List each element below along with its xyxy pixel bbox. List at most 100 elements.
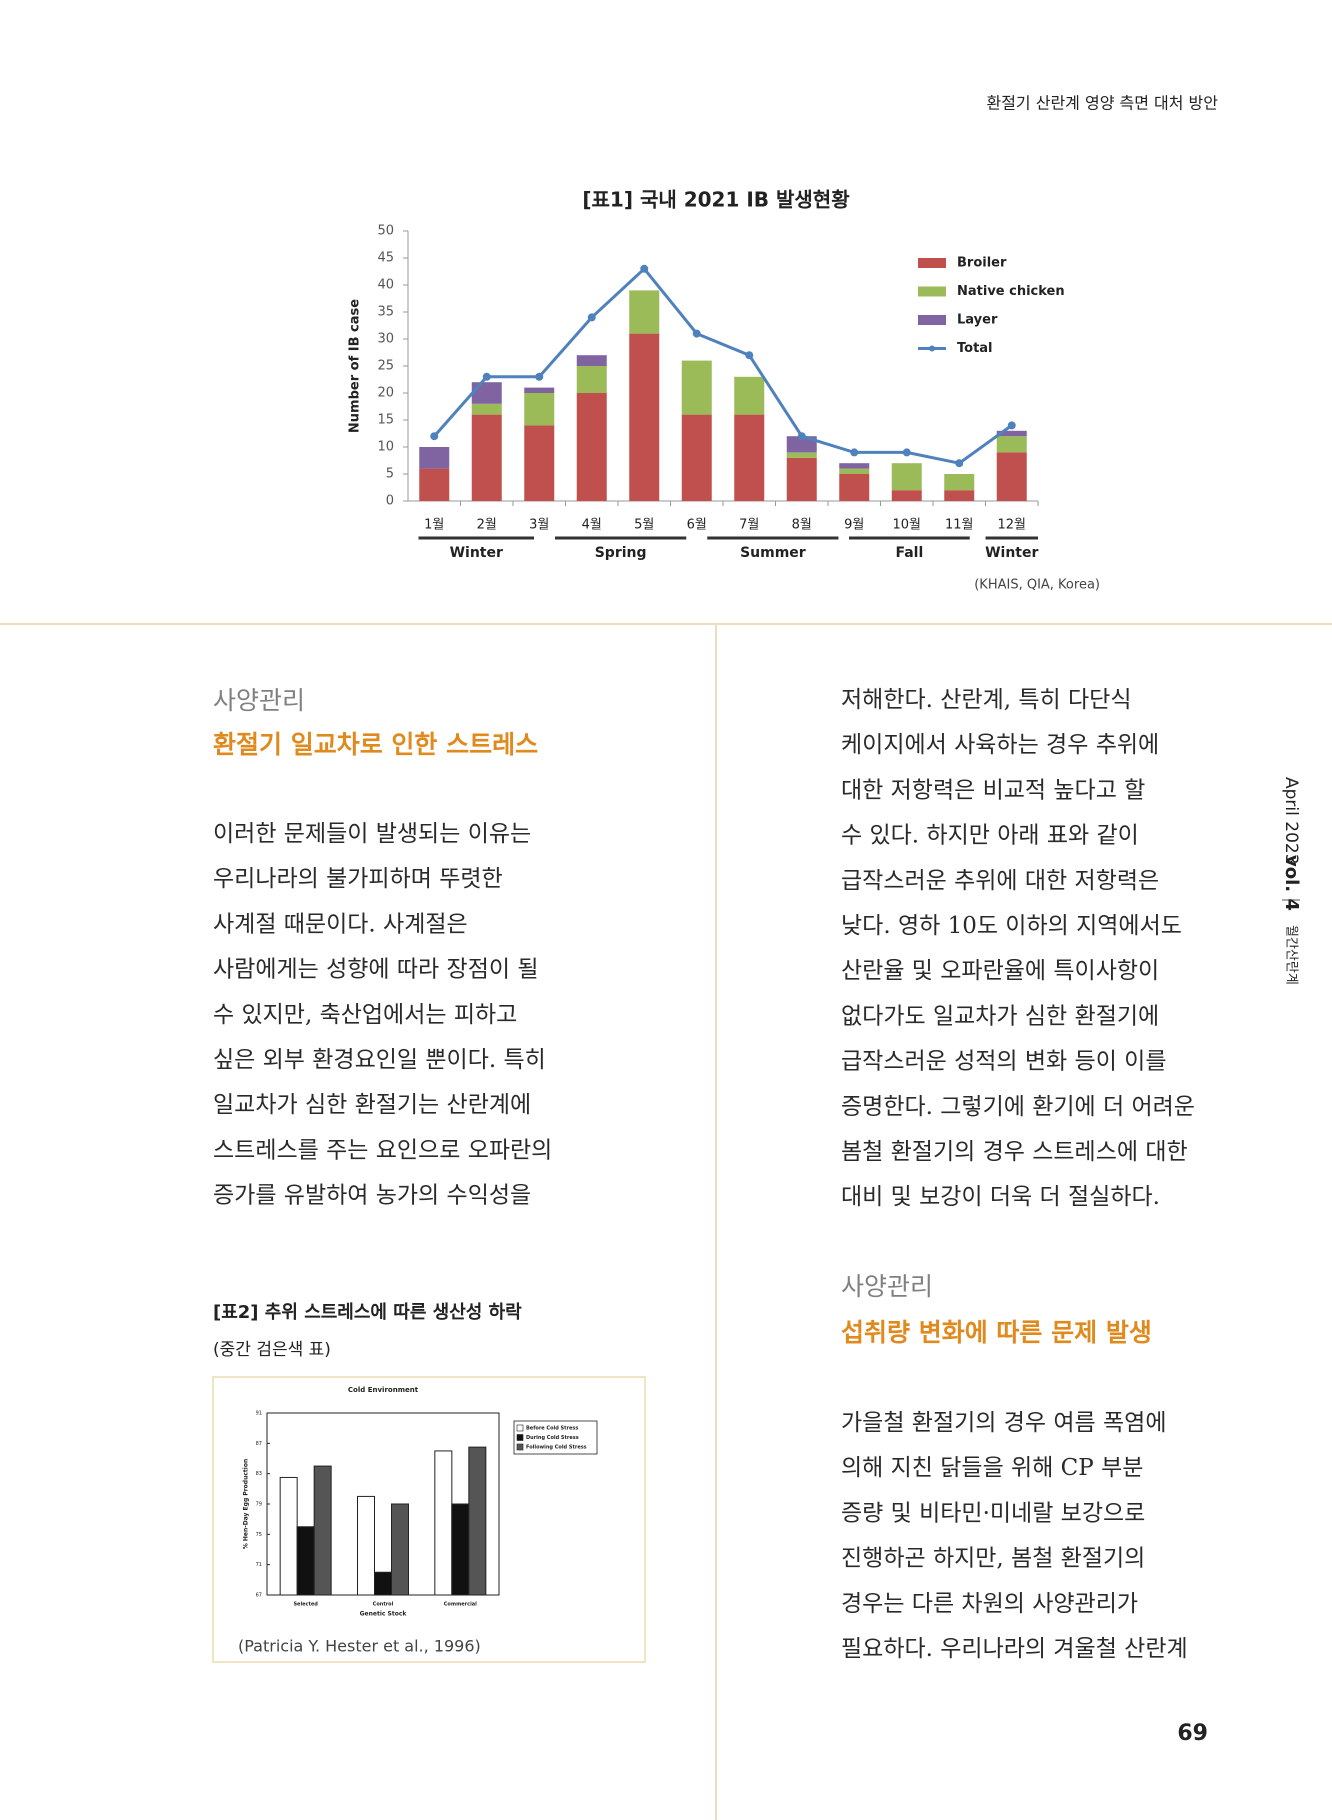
- chart-source: (Patricia Y. Hester et al., 1996): [238, 1637, 481, 1656]
- bar: [357, 1495, 375, 1596]
- body-line: 산란율 및 오파란율에 특이사항이: [841, 958, 1159, 984]
- y-tick-label: 0: [386, 494, 394, 509]
- bar-segment: [734, 414, 765, 501]
- legend-label: Native chicken: [957, 284, 1065, 299]
- bar: [451, 1503, 470, 1596]
- x-tick-label: 5월: [634, 518, 654, 533]
- chart-title: [표1] 국내 2021 IB 발생현황: [582, 188, 850, 212]
- season-label: Summer: [740, 545, 806, 561]
- x-tick-label: 1월: [424, 518, 444, 533]
- bar-segment: [891, 463, 922, 491]
- x-tick-label: 11월: [945, 518, 974, 533]
- y-tick-label: 50: [377, 224, 394, 239]
- body-line: 의해 지친 닭들을 위해 CP 부분: [841, 1455, 1143, 1481]
- body-line: 싶은 외부 환경요인일 뿐이다. 특히: [213, 1047, 546, 1073]
- legend-swatch: [929, 345, 935, 352]
- body-line: 대비 및 보강이 더욱 더 절실하다.: [841, 1184, 1160, 1210]
- magazine-name: 월간산란계: [1284, 925, 1299, 985]
- season-label: Winter: [450, 545, 503, 561]
- body-line: 스트레스를 주는 요인으로 오파란의: [213, 1137, 552, 1163]
- bar-segment: [524, 393, 555, 426]
- bar-segment: [524, 387, 555, 393]
- body-line: 수 있지만, 축산업에서는 피하고: [213, 1002, 517, 1028]
- legend-frame: [513, 1420, 598, 1455]
- bar-segment: [839, 468, 870, 474]
- body-line: 우리나라의 불가피하며 뚜렷한: [213, 866, 503, 892]
- running-title: 환절기 산란계 영양 측면 대처 방안: [986, 94, 1218, 113]
- y-axis-label: % Hen-Day Egg Production: [243, 1459, 250, 1550]
- bar-segment: [944, 490, 975, 501]
- body-line: 수 있다. 하지만 아래 표와 같이: [841, 823, 1139, 849]
- figure-note: (중간 검은색 표): [213, 1340, 331, 1360]
- body-line: 증가를 유발하여 농가의 수익성을: [213, 1183, 531, 1209]
- x-tick-label: 4월: [582, 518, 602, 533]
- bar: [391, 1503, 409, 1596]
- bar-segment: [996, 430, 1027, 437]
- body-line: 저해한다. 산란계, 특히 다단식: [841, 687, 1131, 713]
- legend-label: Before Cold Stress: [526, 1426, 578, 1432]
- section-heading: 환절기 일교차로 인한 스트레스: [213, 730, 538, 759]
- bar-segment: [576, 355, 607, 366]
- y-tick-label: 75: [256, 1532, 262, 1538]
- bar-segment: [786, 436, 817, 453]
- body-line: 증명한다. 그렇기에 환기에 더 어려운: [841, 1094, 1195, 1120]
- bar-segment: [629, 290, 660, 334]
- section-category: 사양관리: [213, 686, 305, 715]
- bar-segment: [891, 490, 922, 501]
- bar: [434, 1450, 453, 1596]
- issue-month: April 2023: [1281, 777, 1301, 865]
- bar-segment: [786, 452, 817, 458]
- issue-volume: vol. 4: [1281, 855, 1302, 911]
- legend-label: Following Cold Stress: [526, 1445, 587, 1451]
- total-point: [955, 459, 964, 468]
- total-point: [587, 313, 596, 322]
- y-tick-label: 87: [256, 1441, 262, 1447]
- y-tick-label: 10: [377, 440, 394, 455]
- x-tick-label: Commercial: [444, 1602, 477, 1608]
- bar: [279, 1476, 298, 1596]
- bar-segment: [629, 333, 660, 501]
- body-line: 급작스러운 성적의 변화 등이 이를: [841, 1049, 1166, 1075]
- y-tick-label: 30: [377, 332, 394, 347]
- body-line: 케이지에서 사육하는 경우 추위에: [841, 732, 1159, 758]
- total-point: [640, 264, 649, 273]
- body-line: 필요하다. 우리나라의 겨울철 산란계: [841, 1636, 1188, 1662]
- x-tick-label: 9월: [844, 518, 864, 533]
- body-line: 진행하곤 하지만, 봄철 환절기의: [841, 1546, 1145, 1572]
- legend-swatch: [516, 1424, 524, 1432]
- y-tick-label: 71: [256, 1562, 262, 1568]
- x-axis-label: Genetic Stock: [360, 1611, 408, 1618]
- body-line: 급작스러운 추위에 대한 저항력은: [841, 868, 1159, 894]
- legend-swatch: [516, 1434, 524, 1441]
- page-number: 69: [1177, 1721, 1208, 1746]
- y-tick-label: 5: [386, 467, 394, 482]
- y-tick-label: 25: [377, 359, 394, 374]
- legend-label: During Cold Stress: [526, 1435, 579, 1441]
- chart-title: Cold Environment: [348, 1386, 419, 1394]
- x-tick-label: 10월: [892, 518, 921, 533]
- body-line: 이러한 문제들이 발생되는 이유는: [213, 821, 531, 847]
- bar-segment: [524, 425, 555, 501]
- total-point: [692, 329, 701, 338]
- body-line: 가을철 환절기의 경우 여름 폭염에: [841, 1410, 1166, 1436]
- chart-source: (KHAIS, QIA, Korea): [974, 578, 1100, 593]
- x-tick-label: Control: [373, 1602, 394, 1608]
- legend-swatch: [516, 1443, 524, 1451]
- legend-label: Total: [957, 341, 993, 356]
- bar-segment: [471, 382, 502, 404]
- y-tick-label: 91: [256, 1411, 262, 1417]
- total-point: [430, 432, 439, 441]
- section-category: 사양관리: [841, 1272, 933, 1301]
- y-tick-label: 83: [256, 1471, 262, 1477]
- bar-segment: [471, 403, 502, 415]
- total-line: [433, 266, 1013, 465]
- body-line: 없다가도 일교차가 심한 환절기에: [841, 1003, 1159, 1029]
- body-line: 낮다. 영하 10도 이하의 지역에서도: [841, 913, 1182, 939]
- bar-segment: [839, 474, 870, 501]
- total-point: [1007, 421, 1016, 430]
- x-tick-label: 12월: [997, 518, 1026, 533]
- bar-segment: [419, 447, 450, 469]
- body-line: 사람에게는 성향에 따라 장점이 될: [213, 957, 538, 983]
- legend-swatch: [918, 286, 946, 297]
